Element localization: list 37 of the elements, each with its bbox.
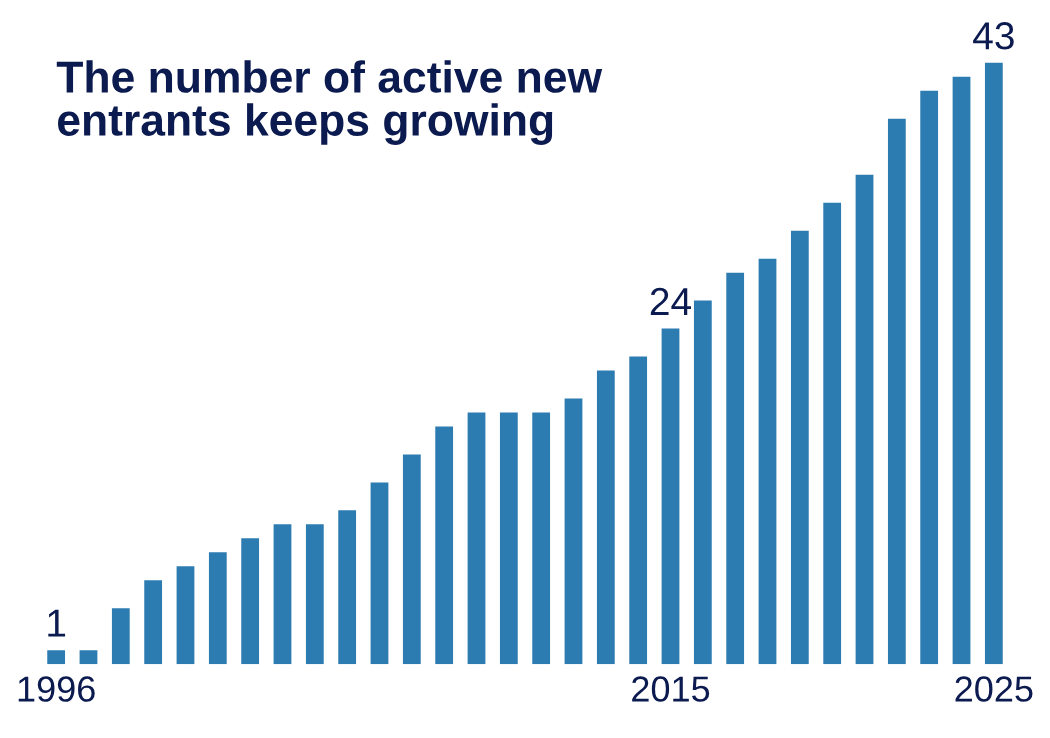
bar — [499, 412, 518, 665]
bar — [629, 356, 648, 665]
data-label: 1 — [48, 609, 66, 637]
bar — [564, 398, 583, 665]
bar — [758, 258, 777, 665]
x-tick-label: 2015 — [632, 676, 710, 702]
bar — [273, 524, 292, 665]
bar — [855, 174, 874, 665]
bar — [887, 118, 906, 665]
chart-title: The number of active new entrants keeps growing — [56, 60, 603, 145]
bar — [790, 230, 809, 665]
bar — [693, 300, 712, 665]
bar — [338, 510, 357, 665]
bar — [596, 370, 615, 665]
bar — [111, 608, 130, 665]
bar — [823, 202, 842, 665]
bar — [952, 76, 971, 665]
bar — [661, 328, 680, 665]
bar — [144, 580, 163, 665]
bar — [79, 650, 98, 665]
bar — [920, 90, 939, 665]
bar — [241, 538, 260, 665]
bar — [208, 552, 227, 665]
data-label: 24 — [650, 287, 691, 315]
bar — [435, 426, 454, 665]
bar — [176, 566, 195, 665]
bar — [532, 412, 551, 665]
bar — [467, 412, 486, 665]
bar — [984, 62, 1003, 665]
bar — [402, 454, 421, 665]
bar — [726, 272, 745, 665]
bar — [370, 482, 389, 665]
bar — [47, 650, 66, 665]
x-tick-label: 2025 — [955, 676, 1033, 702]
data-label: 43 — [973, 22, 1014, 50]
bar — [305, 524, 324, 665]
x-tick-label: 1996 — [18, 676, 95, 702]
